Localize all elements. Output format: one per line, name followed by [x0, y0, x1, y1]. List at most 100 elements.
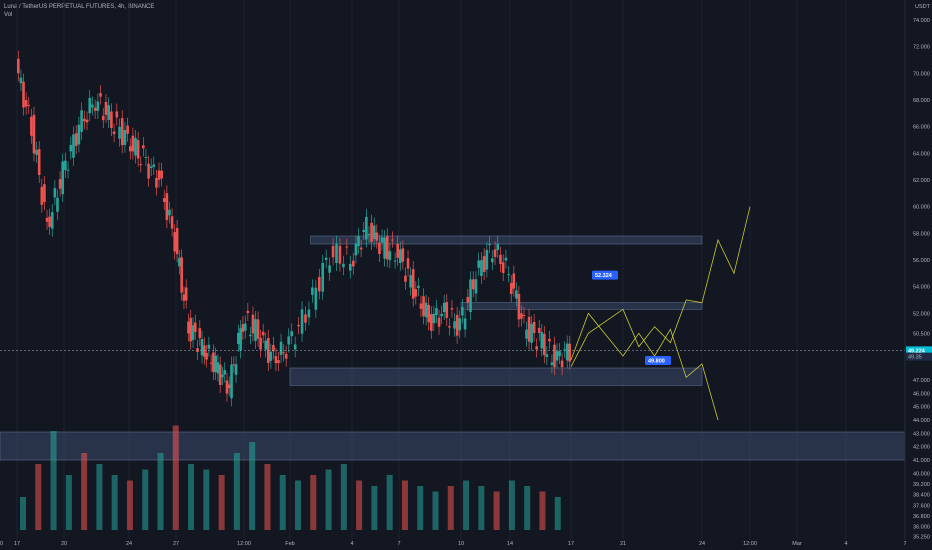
upper-annotation-badge[interactable]	[592, 270, 618, 280]
candle-body	[520, 313, 523, 319]
candle-body	[474, 279, 478, 294]
upper-annotation-label[interactable]: 52.324	[595, 273, 613, 279]
projection-up-path[interactable]	[570, 206, 751, 367]
candle-body	[144, 157, 148, 159]
volume-bar	[539, 491, 546, 530]
time-tick-label: 12:00	[743, 541, 757, 547]
candle-body	[239, 328, 242, 351]
candle-body	[182, 294, 186, 301]
price-tick-label: 72.000	[913, 45, 930, 51]
candle-body	[409, 275, 412, 288]
candle-body	[259, 337, 262, 350]
candle-body	[91, 104, 94, 108]
candle-body	[254, 319, 257, 341]
candle-body	[61, 161, 64, 195]
candle-body	[537, 327, 541, 333]
price-tick-label: 45.000	[913, 405, 930, 411]
candle-body	[331, 246, 335, 258]
candle-body	[512, 273, 516, 289]
volume-bar	[463, 480, 470, 530]
candle-body	[264, 340, 268, 350]
candle-body	[17, 58, 20, 74]
candle-body	[380, 237, 384, 243]
candle-body	[225, 380, 229, 394]
candle-body	[367, 233, 371, 236]
time-tick-label: 27	[173, 541, 179, 547]
candle-body	[149, 166, 153, 169]
volume-indicator-label[interactable]: Vol	[4, 12, 13, 18]
volume-bar	[126, 480, 133, 530]
candle-body	[437, 317, 441, 327]
secondary-price-label: 49.35	[908, 355, 922, 361]
symbol-title: Luna / TetherUS PERPETUAL FUTURES, 4h, B…	[4, 4, 155, 10]
time-tick-label: 7	[903, 541, 906, 547]
candle-body	[453, 321, 456, 329]
candle-body	[352, 260, 355, 267]
candle-body	[178, 258, 181, 267]
candle-body	[435, 308, 438, 316]
volume-bar	[310, 475, 317, 530]
candle-body	[118, 126, 121, 139]
candle-body	[466, 296, 470, 303]
candle-body	[35, 149, 38, 155]
volume-bar	[20, 497, 26, 530]
candle-body	[196, 348, 199, 352]
volume-bar	[493, 491, 500, 530]
candle-body	[155, 177, 158, 188]
candle-body	[555, 351, 559, 361]
candle-body	[53, 188, 57, 198]
price-tick-label: 39.200	[913, 482, 930, 488]
candle-body	[401, 248, 405, 262]
time-tick-label: Feb	[285, 541, 294, 547]
price-tick-label: 52.000	[913, 311, 930, 317]
lower-annotation-label[interactable]: 49.800	[648, 359, 665, 365]
candle-body	[411, 269, 415, 299]
price-tick-label: 35.250	[913, 535, 930, 541]
projection-down-path[interactable]	[570, 312, 719, 421]
zone-rect[interactable]	[460, 302, 703, 310]
candle-body	[342, 263, 345, 268]
candle-body	[274, 356, 278, 364]
time-tick-label: 24	[699, 541, 705, 547]
candle-body	[216, 362, 220, 374]
candle-body	[173, 232, 176, 252]
candle-body	[378, 242, 381, 254]
candle-body	[184, 287, 188, 301]
candle-body	[56, 197, 59, 212]
zone-rect[interactable]	[0, 431, 906, 461]
price-tick-label: 70.000	[913, 71, 930, 77]
price-tick-label: 46.000	[913, 391, 930, 397]
price-tick-label: 50.500	[913, 331, 930, 337]
lower-annotation-badge[interactable]	[645, 356, 671, 365]
candle-body	[471, 279, 475, 290]
candle-body	[142, 145, 145, 149]
volume-bar	[172, 425, 179, 530]
candle-body	[198, 328, 202, 339]
candle-body	[234, 364, 238, 375]
candle-body	[180, 257, 183, 293]
zone-rect[interactable]	[310, 235, 703, 245]
volume-bar	[96, 464, 103, 530]
candle-body	[83, 118, 86, 122]
candle-body	[72, 134, 75, 158]
candle-body	[64, 160, 67, 171]
candle-body	[66, 169, 70, 171]
candle-body	[80, 110, 83, 132]
volume-bar	[65, 475, 72, 530]
candle-body	[129, 146, 132, 152]
candle-body	[445, 302, 449, 318]
candle-body	[251, 314, 255, 334]
candle-body	[396, 243, 399, 258]
volume-bar	[279, 475, 286, 530]
zone-rect[interactable]	[289, 367, 703, 386]
price-tick-label: 68.000	[913, 98, 930, 104]
candle-body	[370, 222, 373, 243]
candle-body	[126, 125, 129, 134]
candle-body	[221, 374, 224, 378]
candle-body	[422, 296, 425, 317]
price-tick-label: 58.000	[913, 231, 930, 237]
time-tick-label: 4	[350, 541, 353, 547]
candle-body	[504, 257, 508, 261]
